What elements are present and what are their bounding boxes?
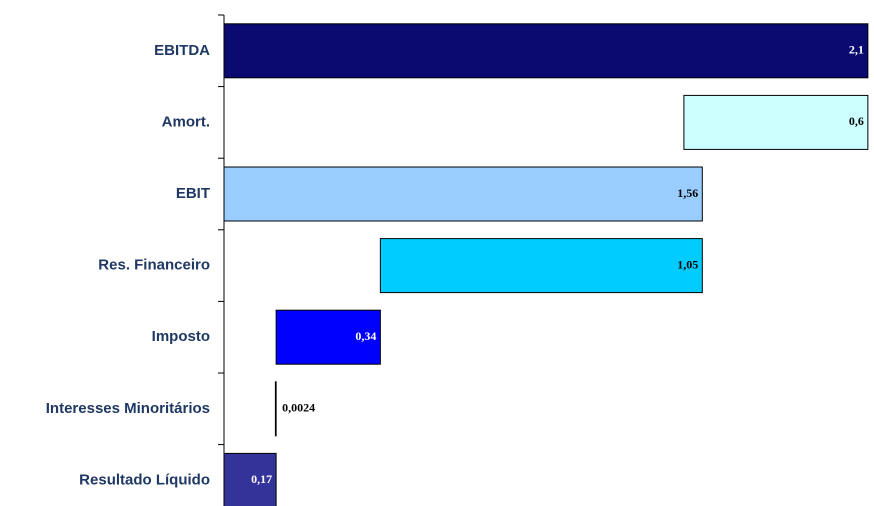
bar <box>223 452 277 506</box>
value-label: 0,6 <box>849 114 864 128</box>
bar <box>223 166 703 222</box>
value-label: 1,56 <box>677 186 698 200</box>
value-label: 1,05 <box>677 257 698 271</box>
value-label: 0,17 <box>251 472 272 486</box>
category-label: EBIT <box>176 185 210 202</box>
category-label: Resultado Líquido <box>79 471 210 488</box>
category-label: Amort. <box>162 113 210 130</box>
bar <box>223 23 869 79</box>
bar <box>379 238 703 294</box>
category-label: Res. Financeiro <box>98 257 210 274</box>
category-label: Imposto <box>152 328 210 345</box>
bar <box>683 94 869 150</box>
category-label: Interesses Minoritários <box>46 400 210 417</box>
value-label: 0,0024 <box>282 401 315 415</box>
bar <box>274 381 277 437</box>
bar <box>275 309 381 365</box>
category-label: EBITDA <box>154 42 210 59</box>
value-label: 2,1 <box>849 43 864 57</box>
value-label: 0,34 <box>355 329 376 343</box>
